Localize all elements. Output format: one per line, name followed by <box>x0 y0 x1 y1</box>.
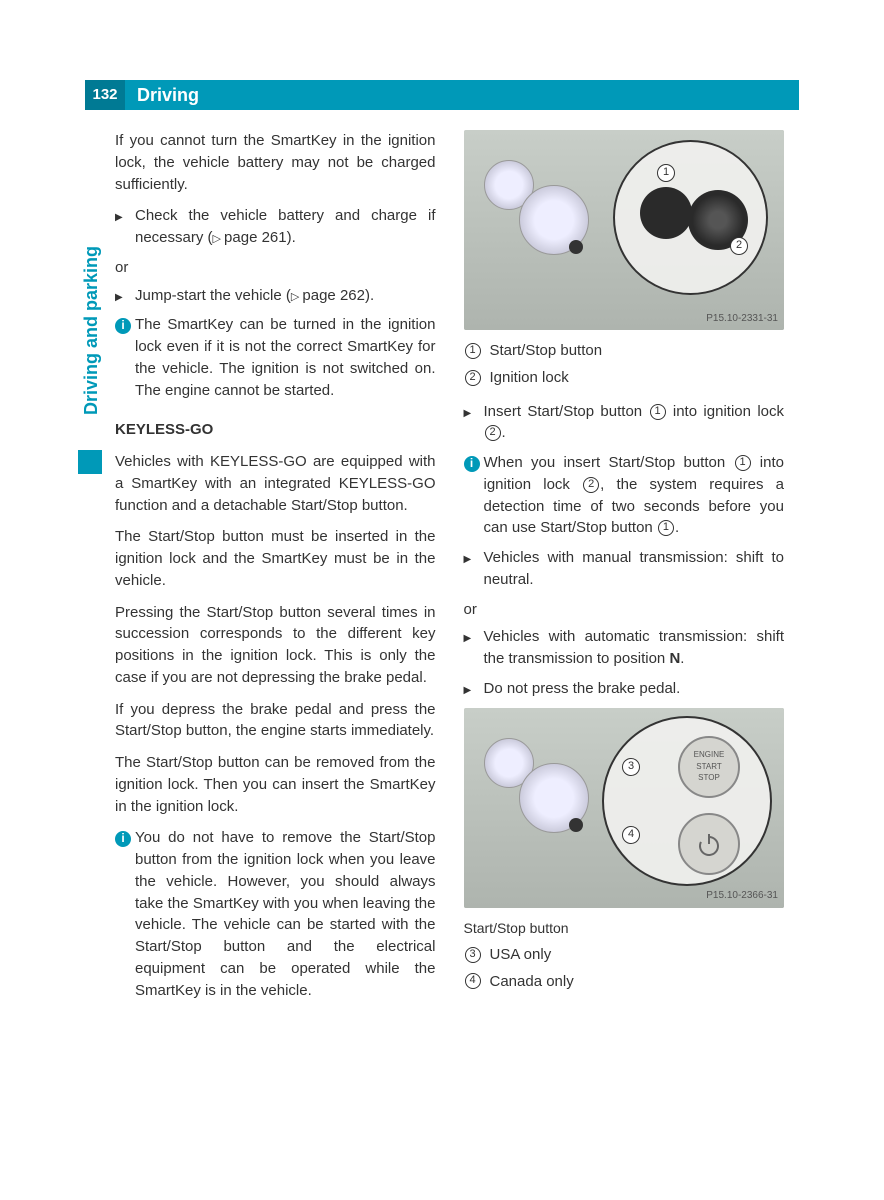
action-item: Vehicles with automatic transmission: sh… <box>464 626 785 670</box>
circled-1: 1 <box>465 343 481 359</box>
header-title: Driving <box>125 82 199 108</box>
figure-caption: Start/Stop button <box>464 918 785 938</box>
circled-1: 1 <box>650 404 666 420</box>
legend-item: 4 Canada only <box>464 971 785 993</box>
info-icon-wrap: i <box>115 314 135 401</box>
figure-2: ENGINE START STOP 3 4 P15.10-2366-31 <box>464 708 785 908</box>
circled-4: 4 <box>465 973 481 989</box>
text: . <box>502 424 506 441</box>
position-n: N <box>669 650 680 667</box>
info-icon-wrap: i <box>115 827 135 1001</box>
text: . <box>675 519 679 536</box>
legend-text: Canada only <box>490 971 574 993</box>
para: If you cannot turn the SmartKey in the i… <box>115 130 436 195</box>
para: If you depress the brake pedal and press… <box>115 699 436 743</box>
info-icon: i <box>115 318 131 334</box>
para: Pressing the Start/Stop button several t… <box>115 602 436 689</box>
triangle-icon <box>115 285 135 307</box>
page-header: 132 Driving <box>85 80 799 110</box>
triangle-icon <box>115 205 135 249</box>
action-text: Do not press the brake pedal. <box>484 678 785 700</box>
action-item: Do not press the brake pedal. <box>464 678 785 700</box>
circled-2: 2 <box>465 370 481 386</box>
triangle-icon <box>464 626 484 670</box>
section-heading: KEYLESS-GO <box>115 419 436 441</box>
text: Jump-start the vehicle ( <box>135 287 291 304</box>
callout-3: 3 <box>622 758 640 776</box>
text: When you insert Start/Stop button <box>484 454 734 471</box>
info-text: The SmartKey can be turned in the igniti… <box>135 314 436 401</box>
action-text: Insert Start/Stop button 1 into ignition… <box>484 401 785 445</box>
callout-4: 4 <box>622 826 640 844</box>
page-number: 132 <box>85 80 125 110</box>
callout-2: 2 <box>730 237 748 255</box>
para: The Start/Stop button can be removed fro… <box>115 752 436 817</box>
figure-1: 1 2 P15.10-2331-31 <box>464 130 785 330</box>
text: ). <box>365 287 374 304</box>
action-item: Vehicles with manual transmission: shift… <box>464 547 785 591</box>
info-note: i You do not have to remove the Start/St… <box>115 827 436 1001</box>
info-icon: i <box>115 831 131 847</box>
right-column: 1 2 P15.10-2331-31 1Start/Stop button 2I… <box>464 130 785 1009</box>
text: Vehicles with automatic transmission: sh… <box>484 628 785 667</box>
callout-circle: 1 2 <box>613 140 768 295</box>
legend-item: 2 Ignition lock <box>464 367 785 389</box>
triangle-icon <box>464 678 484 700</box>
para: Vehicles with KEYLESS-GO are equipped wi… <box>115 451 436 516</box>
image-code: P15.10-2366-31 <box>706 889 778 904</box>
engine-button-canada <box>678 813 740 875</box>
action-text: Jump-start the vehicle (page 262). <box>135 285 436 307</box>
circled-1: 1 <box>735 455 751 471</box>
or-text: or <box>464 599 785 621</box>
action-item: Insert Start/Stop button 1 into ignition… <box>464 401 785 445</box>
engine-button-usa: ENGINE START STOP <box>678 736 740 798</box>
legend-text: Start/Stop button <box>490 340 603 362</box>
circled-2: 2 <box>583 477 599 493</box>
page-content: If you cannot turn the SmartKey in the i… <box>115 130 784 1009</box>
circled-3: 3 <box>465 947 481 963</box>
callout-1: 1 <box>657 164 675 182</box>
legend-text: USA only <box>490 944 552 966</box>
page-ref: page 261 <box>213 229 287 246</box>
circled-1: 1 <box>658 520 674 536</box>
button-label: ENGINE START STOP <box>694 749 725 784</box>
ignition-dot <box>569 818 583 832</box>
info-text: When you insert Start/Stop button 1 into… <box>484 452 785 539</box>
section-tab: Driving and parking <box>78 220 102 440</box>
power-icon <box>694 829 724 859</box>
left-column: If you cannot turn the SmartKey in the i… <box>115 130 436 1009</box>
text: into ignition lock <box>667 403 784 420</box>
action-item: Check the vehicle battery and charge if … <box>115 205 436 249</box>
info-text: You do not have to remove the Start/Stop… <box>135 827 436 1001</box>
action-item: Jump-start the vehicle (page 262). <box>115 285 436 307</box>
triangle-icon <box>464 547 484 591</box>
text: Insert Start/Stop button <box>484 403 649 420</box>
info-icon: i <box>464 456 480 472</box>
legend-text: Ignition lock <box>490 367 569 389</box>
action-text: Check the vehicle battery and charge if … <box>135 205 436 249</box>
ignition-dot <box>569 240 583 254</box>
page-ref: page 262 <box>291 287 365 304</box>
action-text: Vehicles with automatic transmission: sh… <box>484 626 785 670</box>
callout-circle: ENGINE START STOP 3 4 <box>602 716 772 886</box>
triangle-icon <box>464 401 484 445</box>
legend-item: 3 USA only <box>464 944 785 966</box>
info-icon-wrap: i <box>464 452 484 539</box>
text: ). <box>287 229 296 246</box>
or-text: or <box>115 257 436 279</box>
section-marker <box>78 450 102 474</box>
circled-2: 2 <box>485 425 501 441</box>
info-note: i The SmartKey can be turned in the igni… <box>115 314 436 401</box>
action-text: Vehicles with manual transmission: shift… <box>484 547 785 591</box>
image-code: P15.10-2331-31 <box>706 312 778 327</box>
text: . <box>680 650 684 667</box>
legend-item: 1 Start/Stop button <box>464 340 785 362</box>
startstop-knob <box>640 187 692 239</box>
para: The Start/Stop button must be inserted i… <box>115 526 436 591</box>
info-note: i When you insert Start/Stop button 1 in… <box>464 452 785 539</box>
